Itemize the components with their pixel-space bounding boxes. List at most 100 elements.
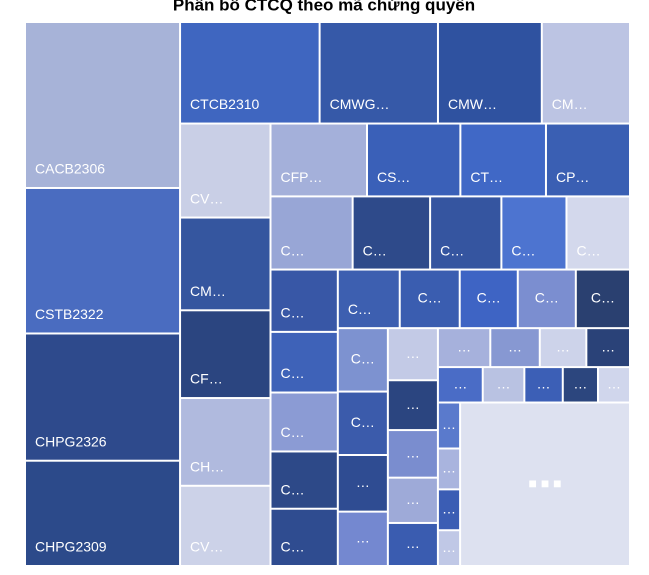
tile-label: CF… — [190, 371, 223, 387]
treemap-tile — [271, 509, 337, 565]
treemap-tile — [540, 329, 586, 367]
treemap-tile — [438, 490, 460, 530]
tile-label: … — [406, 396, 420, 412]
tile-label: … — [442, 539, 456, 555]
treemap-tile — [338, 392, 387, 455]
tile-label: CHPG2326 — [35, 433, 107, 449]
treemap-tile — [491, 329, 539, 367]
treemap-tile — [438, 23, 541, 123]
treemap-tile — [431, 197, 501, 269]
treemap-tile — [388, 478, 437, 522]
tile-label: CM… — [190, 283, 226, 299]
tile-label: … — [573, 376, 587, 392]
treemap-tile — [388, 431, 437, 477]
tile-label: C… — [281, 539, 305, 555]
tile-label: C… — [477, 290, 501, 306]
treemap-tile — [367, 124, 460, 196]
treemap-tile — [338, 329, 387, 391]
treemap-tile — [502, 197, 566, 269]
treemap-tile — [338, 270, 399, 328]
treemap-tile — [320, 23, 437, 123]
tile-label: CV… — [190, 190, 223, 206]
chart-title: Phân bổ CTCQ theo mã chứng quyền — [173, 0, 475, 14]
treemap-tile — [567, 197, 629, 269]
tile-label: … — [442, 501, 456, 517]
treemap-tile — [461, 124, 545, 196]
treemap-tile — [353, 197, 430, 269]
treemap-tile — [461, 403, 629, 565]
treemap-tile — [400, 270, 459, 328]
tile-label: … — [453, 376, 467, 392]
treemap-tile — [271, 197, 352, 269]
treemap-tile — [598, 368, 629, 402]
tile-label: C… — [440, 242, 464, 258]
treemap-tile — [181, 311, 270, 398]
treemap-tile — [388, 329, 437, 380]
treemap-tile — [181, 486, 270, 565]
treemap-tile — [26, 23, 180, 187]
treemap-tile — [26, 461, 180, 565]
treemap-tile — [525, 368, 562, 402]
tile-label: CACB2306 — [35, 161, 105, 177]
tile-label: … — [457, 338, 471, 354]
treemap-tile — [438, 368, 482, 402]
tile-label: C… — [281, 242, 305, 258]
tile-label: C… — [281, 424, 305, 440]
tile-label: CP… — [556, 169, 589, 185]
tile-label: C… — [281, 481, 305, 497]
tile-label: CT… — [470, 169, 503, 185]
treemap-tile — [438, 531, 460, 565]
treemap-tile — [388, 523, 437, 565]
tile-label: C… — [348, 301, 372, 317]
tile-label: ■ ■ ■ — [528, 475, 561, 491]
tile-label: C… — [535, 290, 559, 306]
tile-label: C… — [281, 365, 305, 381]
tile-label: … — [601, 338, 615, 354]
tile-label: … — [497, 376, 511, 392]
tile-label: C… — [351, 414, 375, 430]
treemap-tile — [181, 124, 270, 217]
treemap-tile — [576, 270, 629, 328]
tile-label: … — [442, 416, 456, 432]
treemap-tile — [271, 270, 337, 331]
tile-label: CTCB2310 — [190, 96, 259, 112]
tile-label: C… — [511, 242, 535, 258]
treemap-tile — [338, 512, 387, 565]
tile-label: C… — [363, 242, 387, 258]
treemap-tile — [460, 270, 517, 328]
tile-label: CFP… — [281, 169, 323, 185]
tile-label: … — [406, 535, 420, 551]
treemap-tile — [181, 218, 270, 310]
treemap-tile — [438, 329, 490, 367]
treemap-tile — [338, 456, 387, 511]
tile-label: … — [406, 445, 420, 461]
tile-label: C… — [281, 305, 305, 321]
tile-label: CMWG… — [330, 96, 390, 112]
tile-label: … — [356, 530, 370, 546]
tile-label: C… — [418, 290, 442, 306]
tile-label: CV… — [190, 539, 223, 555]
treemap-tile — [483, 368, 524, 402]
tile-label: … — [406, 491, 420, 507]
tile-label: CH… — [190, 458, 224, 474]
treemap-tile — [26, 334, 180, 460]
tile-label: C… — [576, 242, 600, 258]
tile-label: … — [406, 345, 420, 361]
treemap-tile — [181, 399, 270, 485]
tile-label: CM… — [552, 96, 588, 112]
treemap-tile — [271, 452, 337, 508]
treemap-tile — [388, 381, 437, 430]
treemap-tile — [271, 393, 337, 451]
tile-label: CHPG2309 — [35, 539, 107, 555]
treemap-tile — [26, 188, 180, 333]
treemap-tile — [271, 332, 337, 392]
tile-label: … — [508, 338, 522, 354]
tile-label: C… — [591, 290, 615, 306]
treemap-tile — [271, 124, 366, 196]
treemap-tile — [587, 329, 629, 367]
tile-label: … — [537, 376, 551, 392]
treemap-tile — [546, 124, 629, 196]
tile-label: … — [556, 338, 570, 354]
